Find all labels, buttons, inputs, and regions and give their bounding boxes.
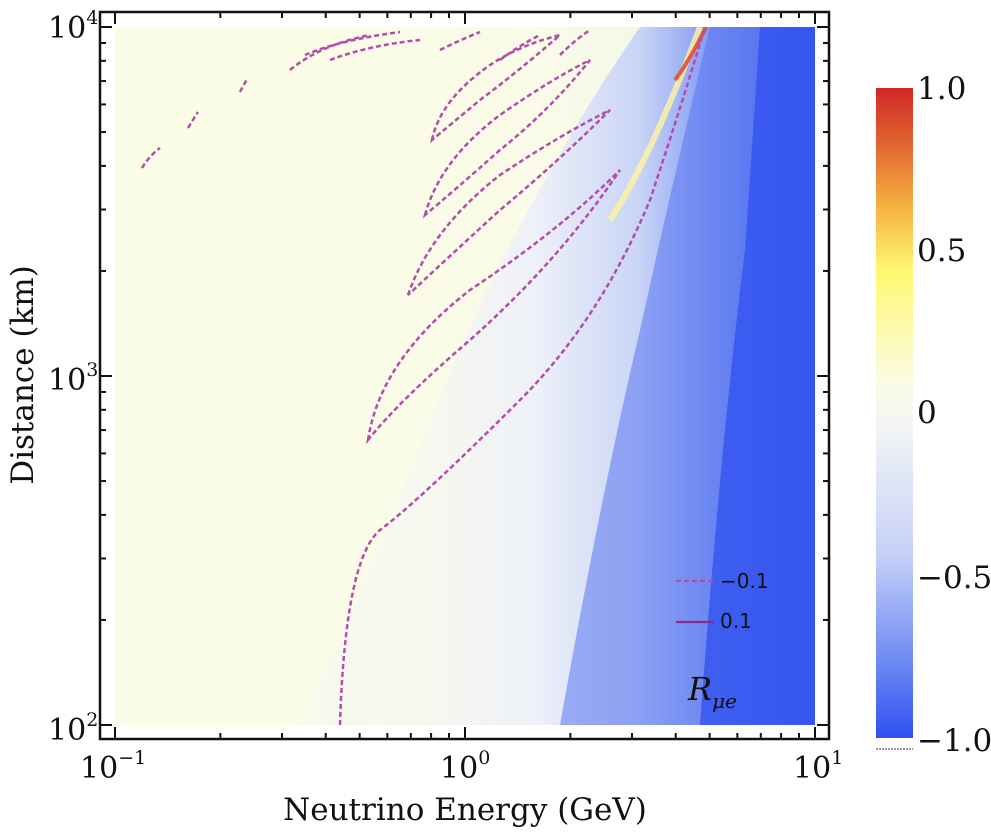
- contour-loop-4: [430, 33, 561, 144]
- x-tick-labels: 10−1 100 101: [80, 747, 843, 786]
- x-axis-title: Neutrino Energy (GeV): [283, 792, 647, 828]
- contour-loop-3: [422, 58, 591, 219]
- x-tick-label-2: 101: [793, 747, 843, 786]
- colorbar-label-0: 1.0: [917, 71, 966, 107]
- colorbar: 1.0 0.5 0 −0.5 −1.0: [876, 71, 991, 759]
- legend: −0.1 0.1: [676, 569, 769, 633]
- y-tick-label-2: 104: [48, 7, 98, 46]
- tick-marks: [100, 12, 829, 739]
- x-tick-label-0: 10−1: [80, 747, 146, 786]
- colorbar-gradient: [876, 88, 913, 738]
- heatmap-field: [115, 27, 815, 725]
- y-axis-title: Distance (km): [5, 265, 41, 485]
- colorbar-label-1: 0.5: [917, 233, 966, 269]
- y-tick-label-1: 103: [48, 359, 98, 398]
- y-tick-label-0: 102: [48, 709, 98, 748]
- legend-label-1: 0.1: [720, 609, 752, 633]
- colorbar-label-2: 0: [917, 395, 937, 431]
- colorbar-label-4: −1.0: [917, 723, 991, 759]
- contour-fringe: [289, 28, 591, 71]
- x-tick-label-1: 100: [440, 747, 490, 786]
- contours: [140, 27, 707, 725]
- contour-loop-1: [366, 169, 622, 445]
- contour-main: [338, 27, 707, 725]
- annotation-label: Rμe: [687, 670, 737, 713]
- colorbar-label-3: −0.5: [917, 560, 991, 596]
- y-tick-labels: 102 103 104: [48, 7, 98, 748]
- legend-label-0: −0.1: [720, 569, 769, 593]
- contour-loop-2: [406, 108, 611, 296]
